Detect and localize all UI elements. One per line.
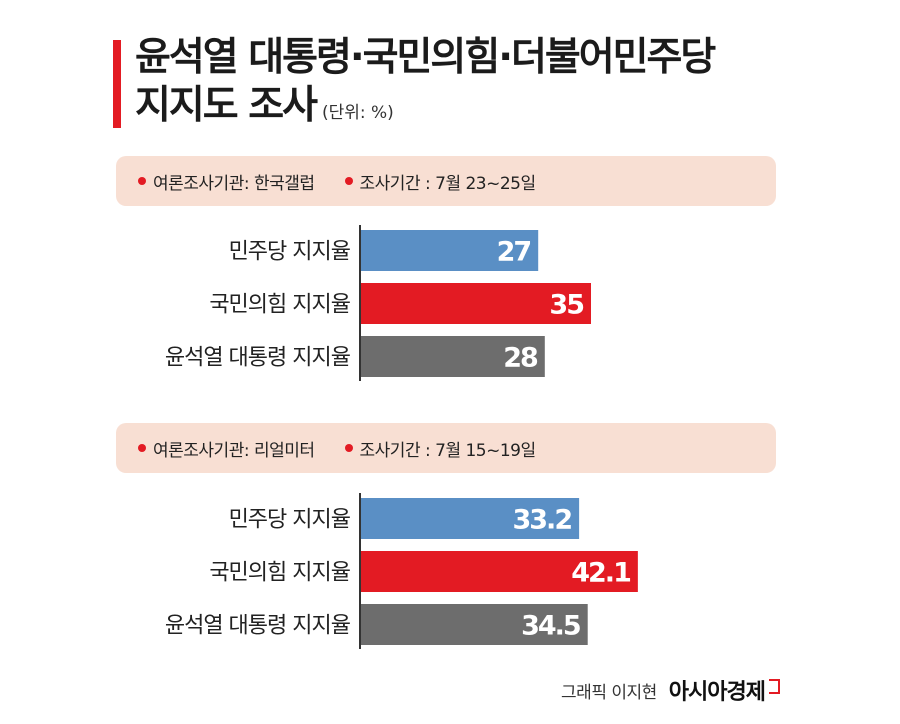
page-title: 윤석열 대통령·국민의힘·더불어민주당 지지도 조사 (단위: %) [135, 34, 716, 137]
title-line-2: 지지도 조사 [135, 83, 318, 128]
bar [360, 551, 638, 592]
value-label: 42.1 [571, 558, 630, 589]
bar [360, 604, 588, 645]
graphic-credit: 그래픽 이지현 [561, 682, 657, 703]
survey-2-pollster-label: 여론조사기관: 리얼미터 [153, 440, 315, 461]
survey-1-period: 조사기간 : 7월 23~25일 [344, 169, 537, 194]
survey-1-pollster-label: 여론조사기관: 한국갤럽 [153, 173, 315, 194]
footer-credit: 그래픽 이지현 아시아경제 [561, 674, 780, 706]
brand-logo: 아시아경제 [668, 680, 766, 705]
title-accent-bar [113, 40, 121, 128]
category-label: 윤석열 대통령 지지율 [165, 346, 351, 371]
survey-1-header: 여론조사기관: 한국갤럽 조사기간 : 7월 23~25일 [116, 156, 776, 206]
survey-2-period: 조사기간 : 7월 15~19일 [344, 436, 537, 461]
category-label: 민주당 지지율 [229, 508, 351, 533]
value-label: 27 [497, 237, 531, 268]
bar [360, 230, 539, 271]
survey-1-period-label: 조사기간 : 7월 23~25일 [359, 173, 537, 194]
title-line-1: 윤석열 대통령·국민의힘·더불어민주당 [135, 35, 716, 80]
bullet-icon [344, 444, 353, 452]
bullet-icon [138, 177, 146, 185]
survey-1-pollster: 여론조사기관: 한국갤럽 [138, 169, 315, 194]
bar [360, 336, 545, 377]
survey-2-period-label: 조사기간 : 7월 15~19일 [359, 440, 537, 461]
survey-2-chart: 민주당 지지율 33.2 국민의힘 지지율 42.1 윤석열 대통령 지지율 34.5 [116, 493, 756, 649]
bar [360, 283, 591, 324]
brand-mark-icon [769, 678, 780, 694]
category-label: 민주당 지지율 [229, 240, 351, 265]
survey-2-pollster: 여론조사기관: 리얼미터 [138, 436, 315, 461]
bullet-icon [138, 444, 146, 452]
bar-chart-svg: 민주당 지지율 33.2 국민의힘 지지율 42.1 윤석열 대통령 지지율 34.5 [165, 493, 638, 649]
unit-note: (단위: %) [321, 103, 394, 123]
value-label: 34.5 [521, 611, 580, 642]
value-label: 33.2 [512, 505, 571, 536]
category-label: 국민의힘 지지율 [209, 561, 350, 586]
bar-chart-svg: 민주당 지지율 27 국민의힘 지지율 35 윤석열 대통령 지지율 28 [165, 225, 591, 381]
category-label: 국민의힘 지지율 [209, 293, 350, 318]
value-label: 28 [503, 343, 538, 374]
category-label: 윤석열 대통령 지지율 [165, 614, 351, 639]
survey-2-header: 여론조사기관: 리얼미터 조사기간 : 7월 15~19일 [116, 423, 776, 473]
bar [360, 498, 580, 539]
bullet-icon [344, 177, 353, 185]
survey-1-chart: 민주당 지지율 27 국민의힘 지지율 35 윤석열 대통령 지지율 28 [116, 225, 756, 381]
value-label: 35 [549, 290, 583, 321]
